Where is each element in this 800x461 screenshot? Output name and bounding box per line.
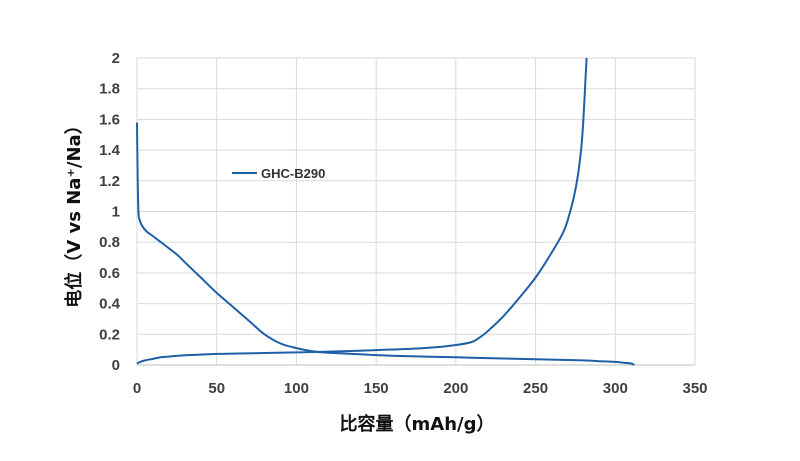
y-tick-label: 0 [112,357,120,374]
y-tick-label: 2 [112,50,120,67]
discharge-curve-line [136,122,635,366]
x-tick-label: 100 [284,380,309,397]
x-axis-title: 比容量（mAh/g） [340,413,495,435]
legend-label: GHC-B290 [261,166,325,181]
y-tick-label: 0.6 [99,265,120,282]
x-tick-label: 250 [523,380,548,397]
gridlines [136,57,696,366]
y-tick-label: 1 [112,204,120,221]
charge-curve-line [136,57,588,365]
y-tick-labels: 0 0.2 0.4 0.6 0.8 1 1.2 1.4 1.6 1.8 2 [99,50,121,374]
x-tick-label: 350 [682,380,707,397]
x-tick-label: 200 [443,380,468,397]
y-tick-label: 1.8 [99,81,120,98]
y-tick-label: 0.2 [99,326,120,343]
y-axis-title: 电位（V vs Na⁺/Na） [63,116,85,307]
x-tick-label: 150 [364,380,389,397]
y-tick-label: 0.8 [99,234,120,251]
y-tick-label: 0.4 [99,296,121,313]
x-tick-labels: 0 50 100 150 200 250 300 350 [133,380,708,397]
legend: GHC-B290 [232,166,325,181]
x-tick-label: 50 [208,380,225,397]
x-tick-label: 300 [603,380,628,397]
y-tick-label: 1.6 [99,111,120,128]
y-tick-label: 1.2 [99,173,120,190]
x-tick-label: 0 [133,380,141,397]
y-tick-label: 1.4 [99,142,121,159]
series-lines [136,57,635,366]
